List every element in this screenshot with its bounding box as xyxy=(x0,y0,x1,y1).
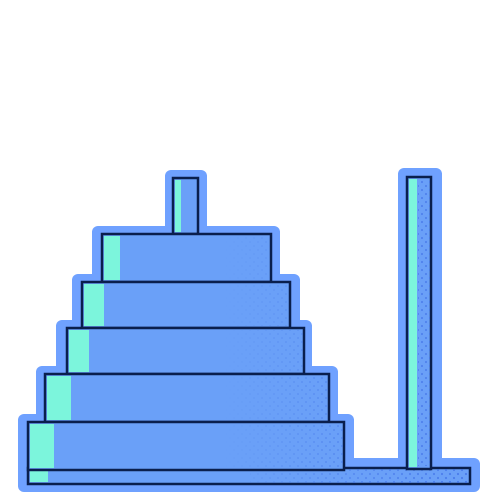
disk-4 xyxy=(43,372,331,424)
disk-1 xyxy=(100,232,273,284)
disk-5 xyxy=(26,420,346,472)
disk-2 xyxy=(80,280,292,330)
right-peg xyxy=(405,175,433,471)
base-platform xyxy=(26,466,472,486)
left-peg xyxy=(171,176,200,236)
disk-3 xyxy=(65,326,306,376)
